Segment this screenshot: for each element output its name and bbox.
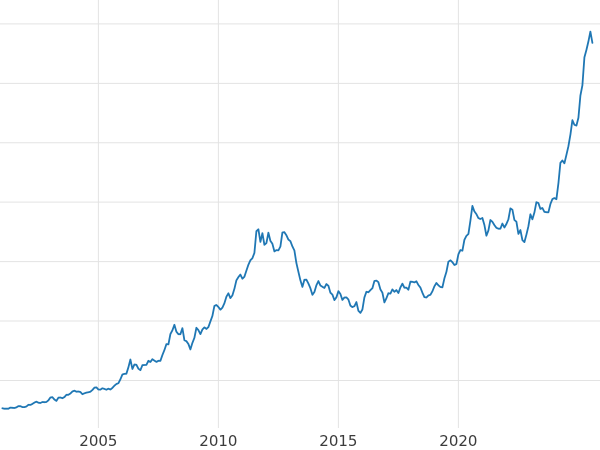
price-line (1, 30, 594, 410)
x-tick-label-2015: 2015 (319, 432, 357, 450)
x-tick-label-2010: 2010 (199, 432, 237, 450)
x-tick-label-2020: 2020 (439, 432, 477, 450)
data-line-group (1, 30, 594, 410)
gridlines (0, 0, 600, 428)
x-tick-label-2005: 2005 (79, 432, 117, 450)
x-axis-tick-labels: 2005 2010 2015 2020 (79, 432, 477, 450)
